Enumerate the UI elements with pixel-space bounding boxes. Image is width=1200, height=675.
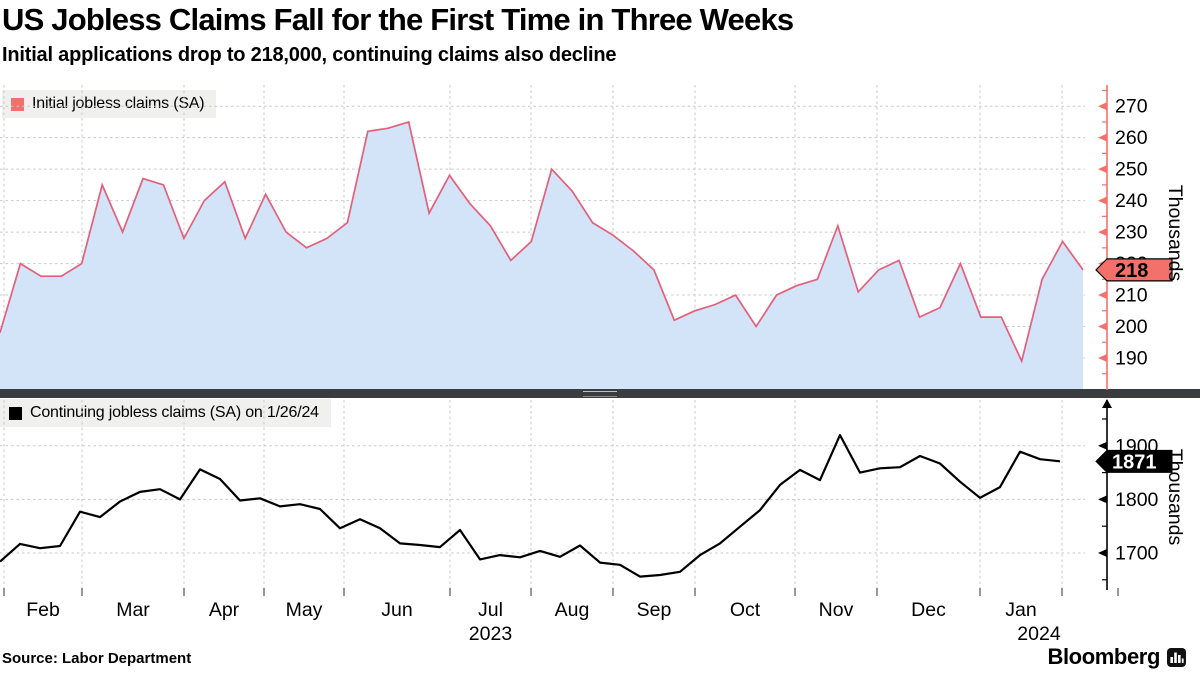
x-axis: Feb Mar Apr May Jun Jul Aug Sep Oct Nov Dec Jan 2023… <box>0 586 1200 648</box>
svg-text:250: 250 <box>1115 159 1148 181</box>
right-value-axis: 190200210220230240250260270218Thousands1… <box>1085 85 1200 600</box>
page-title: US Jobless Claims Fall for the First Tim… <box>2 2 793 38</box>
bloomberg-chart-icon <box>1167 648 1186 667</box>
svg-text:2023: 2023 <box>469 623 512 645</box>
svg-text:Mar: Mar <box>116 599 150 621</box>
svg-text:1700: 1700 <box>1115 543 1159 565</box>
divider-grip-icon <box>583 391 617 397</box>
svg-text:Apr: Apr <box>209 599 240 621</box>
svg-text:Jul: Jul <box>478 599 503 621</box>
initial-claims-area-chart <box>0 85 1085 390</box>
source-note: Source: Labor Department <box>2 650 191 667</box>
page-subtitle: Initial applications drop to 218,000, co… <box>2 44 616 67</box>
bloomberg-logo: Bloomberg <box>1047 644 1186 670</box>
svg-text:Aug: Aug <box>555 599 590 621</box>
svg-text:Thousands: Thousands <box>1164 449 1186 546</box>
svg-text:260: 260 <box>1115 127 1148 149</box>
svg-text:230: 230 <box>1115 222 1148 244</box>
svg-text:Oct: Oct <box>730 599 761 621</box>
svg-text:Nov: Nov <box>819 599 854 621</box>
svg-text:Jun: Jun <box>381 599 412 621</box>
svg-text:218: 218 <box>1115 260 1148 282</box>
panel-divider[interactable] <box>0 389 1200 398</box>
svg-text:May: May <box>286 599 323 621</box>
svg-text:2024: 2024 <box>1017 623 1061 645</box>
svg-text:190: 190 <box>1115 348 1148 370</box>
svg-text:1800: 1800 <box>1115 489 1159 511</box>
svg-text:Sep: Sep <box>637 599 672 621</box>
svg-text:210: 210 <box>1115 285 1148 307</box>
svg-text:200: 200 <box>1115 316 1148 338</box>
continuing-claims-line-chart <box>0 400 1085 590</box>
svg-text:Dec: Dec <box>911 599 946 621</box>
svg-text:Jan: Jan <box>1005 599 1036 621</box>
svg-text:1871: 1871 <box>1112 451 1157 473</box>
svg-text:Feb: Feb <box>26 599 60 621</box>
svg-text:270: 270 <box>1115 96 1148 118</box>
svg-text:Thousands: Thousands <box>1164 185 1186 282</box>
svg-text:240: 240 <box>1115 190 1148 212</box>
bloomberg-wordmark: Bloomberg <box>1047 644 1160 670</box>
